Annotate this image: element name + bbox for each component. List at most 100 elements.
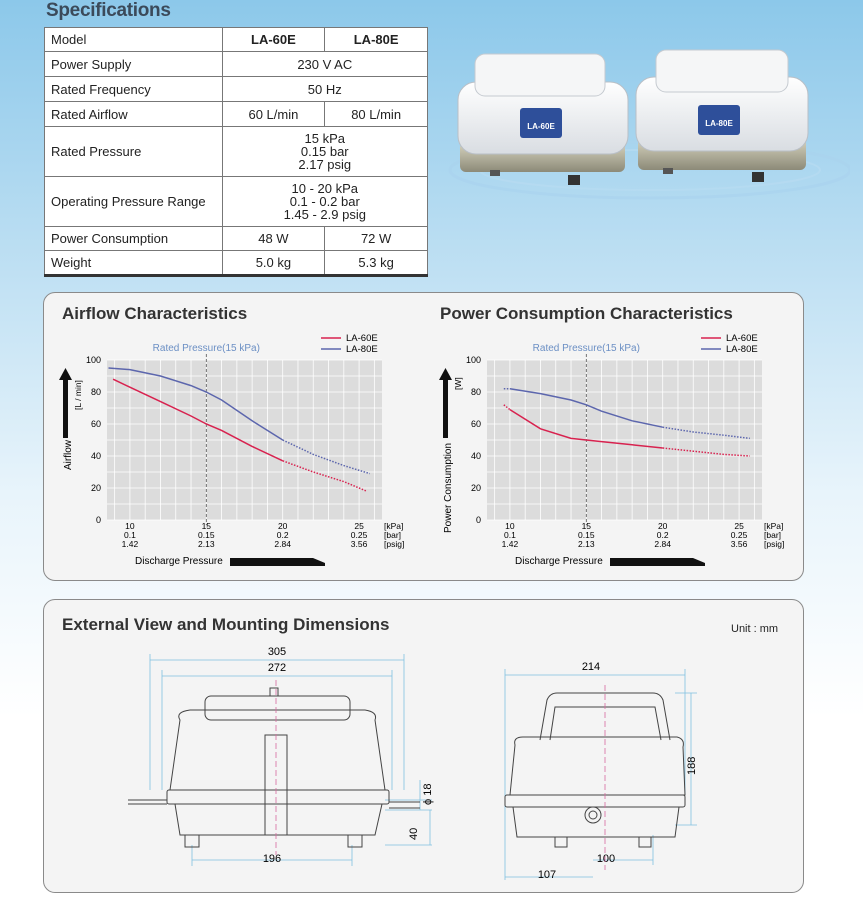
- spec-value: 50 Hz: [221, 76, 429, 102]
- y-tick-label: 40: [91, 451, 101, 461]
- dim-196: 196: [263, 853, 281, 865]
- series-line: [509, 408, 663, 449]
- x-tick-label: 3.56: [731, 539, 748, 549]
- y-tick-label: 60: [91, 419, 101, 429]
- x-tick-label: 0.25: [731, 530, 748, 540]
- x-tick-label: 1.42: [122, 539, 139, 549]
- product-label: LA-80E: [705, 119, 733, 128]
- spec-label: Operating Pressure Range: [44, 176, 223, 227]
- spec-row-rated-frequency: Rated Frequency 50 Hz: [44, 76, 429, 102]
- spec-row-operating-pressure: Operating Pressure Range 10 - 20 kPa 0.1…: [44, 176, 429, 227]
- spec-row-power-supply: Power Supply 230 V AC: [44, 51, 429, 77]
- x-tick-label: 0.1: [504, 530, 516, 540]
- power-consumption-chart: Rated Pressure(15 kPa)020406080100100.11…: [439, 333, 784, 567]
- dim-272: 272: [268, 662, 286, 674]
- series-line: [509, 388, 663, 428]
- y-axis-arrow: [443, 378, 448, 438]
- dim-305: 305: [268, 646, 286, 658]
- x-tick-label: 2.84: [654, 539, 671, 549]
- spec-row-rated-pressure: Rated Pressure 15 kPa 0.15 bar 2.17 psig: [44, 126, 429, 177]
- spec-line: 1.45 - 2.9 psig: [283, 207, 366, 222]
- x-unit-label: [kPa]: [764, 521, 783, 531]
- x-unit-label: [bar]: [764, 530, 781, 540]
- x-axis-arrow: [230, 558, 325, 566]
- y-axis-label: Power Consumption: [443, 443, 454, 533]
- y-axis-label: Airflow: [63, 439, 74, 470]
- dim-100: 100: [597, 853, 615, 865]
- y-tick-label: 0: [96, 515, 101, 525]
- spec-label: Weight: [44, 250, 223, 277]
- x-unit-label: [kPa]: [384, 521, 403, 531]
- x-tick-label: 1.42: [502, 539, 519, 549]
- front-view-drawing: 305 272 196 ϕ 18 40: [128, 646, 434, 866]
- dimensions-title: External View and Mounting Dimensions: [62, 615, 390, 634]
- product-la80e: LA-80E: [635, 49, 809, 182]
- power-chart-title: Power Consumption Characteristics: [440, 304, 733, 323]
- side-view-drawing: 214 188 107 100: [504, 661, 698, 881]
- x-tick-label: 2.13: [578, 539, 595, 549]
- rated-pressure-label: Rated Pressure(15 kPa): [533, 343, 640, 354]
- y-unit-label: [L / min]: [73, 380, 83, 410]
- x-tick-label: 0.25: [351, 530, 368, 540]
- specifications-title: Specifications: [46, 0, 171, 21]
- x-tick-label: 0.1: [124, 530, 136, 540]
- x-tick-label: 20: [278, 521, 288, 531]
- spec-label: Rated Airflow: [44, 101, 223, 127]
- x-tick-label: 0.15: [198, 530, 215, 540]
- spec-value: 60 L/min: [221, 101, 326, 127]
- rated-pressure-label: Rated Pressure(15 kPa): [153, 343, 260, 354]
- y-axis-arrow: [63, 378, 68, 438]
- unit-label: Unit : mm: [731, 623, 779, 635]
- dim-188: 188: [686, 757, 698, 775]
- x-tick-label: 0.2: [277, 530, 289, 540]
- spec-label: Rated Frequency: [44, 76, 223, 102]
- series-line-dotted: [662, 447, 750, 457]
- y-tick-label: 20: [91, 483, 101, 493]
- y-tick-label: 80: [471, 387, 481, 397]
- spec-value: 10 - 20 kPa 0.1 - 0.2 bar 1.45 - 2.9 psi…: [221, 176, 429, 227]
- spec-row-rated-airflow: Rated Airflow 60 L/min 80 L/min: [44, 101, 428, 127]
- spec-value: 5.3 kg: [324, 250, 428, 277]
- spec-value: 72 W: [324, 226, 428, 251]
- spec-label: Model: [44, 27, 223, 52]
- dim-pipe-height: 40: [408, 828, 420, 840]
- x-tick-label: 25: [734, 521, 744, 531]
- x-unit-label: [bar]: [384, 530, 401, 540]
- y-tick-label: 40: [471, 451, 481, 461]
- x-tick-label: 10: [125, 521, 135, 531]
- spec-row-model: Model LA-60E LA-80E: [44, 27, 428, 52]
- x-tick-label: 3.56: [351, 539, 368, 549]
- dim-pipe-dia: ϕ 18: [422, 784, 434, 805]
- x-tick-label: 0.15: [578, 530, 595, 540]
- spec-value: 230 V AC: [221, 51, 429, 77]
- y-tick-label: 0: [476, 515, 481, 525]
- spec-line: 15 kPa: [304, 131, 346, 146]
- y-tick-label: 100: [86, 355, 101, 365]
- spec-value: 5.0 kg: [221, 250, 326, 277]
- series-line-dotted: [282, 460, 367, 492]
- spec-row-weight: Weight 5.0 kg 5.3 kg: [44, 250, 428, 277]
- series-line-dotted: [662, 426, 750, 440]
- y-axis-arrow-head: [59, 368, 72, 380]
- x-unit-label: [psig]: [764, 539, 784, 549]
- spec-value: 15 kPa 0.15 bar 2.17 psig: [221, 126, 429, 177]
- spec-value: 48 W: [221, 226, 326, 251]
- y-axis-arrow-head: [439, 368, 452, 380]
- y-tick-label: 20: [471, 483, 481, 493]
- legend-label: LA-60E: [726, 333, 758, 344]
- series-line: [108, 367, 284, 441]
- spec-line: 2.17 psig: [298, 157, 352, 172]
- x-tick-label: 2.84: [274, 539, 291, 549]
- legend-label: LA-80E: [346, 344, 378, 355]
- spec-line: 10 - 20 kPa: [291, 181, 359, 196]
- spec-label: Rated Pressure: [44, 126, 223, 177]
- series-line-dotted: [503, 404, 511, 411]
- x-tick-label: 15: [202, 521, 212, 531]
- specifications-table: Model LA-60E LA-80E Power Supply 230 V A…: [44, 27, 429, 277]
- x-axis-label: Discharge Pressure: [135, 556, 223, 567]
- series-line: [112, 378, 284, 462]
- spec-value: LA-80E: [324, 27, 428, 52]
- x-tick-label: 2.13: [198, 539, 215, 549]
- product-photo: LA-60E LA-80E: [448, 49, 850, 200]
- spec-label: Power Consumption: [44, 226, 223, 251]
